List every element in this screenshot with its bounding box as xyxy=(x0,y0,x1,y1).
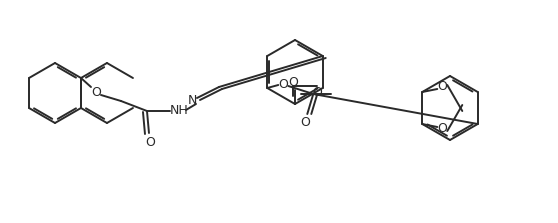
Text: O: O xyxy=(145,136,155,149)
Text: O: O xyxy=(300,116,310,130)
Text: O: O xyxy=(91,85,101,99)
Text: N: N xyxy=(187,95,196,107)
Text: O: O xyxy=(312,85,322,99)
Text: O: O xyxy=(278,78,288,91)
Text: O: O xyxy=(437,122,447,136)
Text: O: O xyxy=(437,81,447,93)
Text: NH: NH xyxy=(170,105,189,118)
Text: O: O xyxy=(288,76,298,89)
